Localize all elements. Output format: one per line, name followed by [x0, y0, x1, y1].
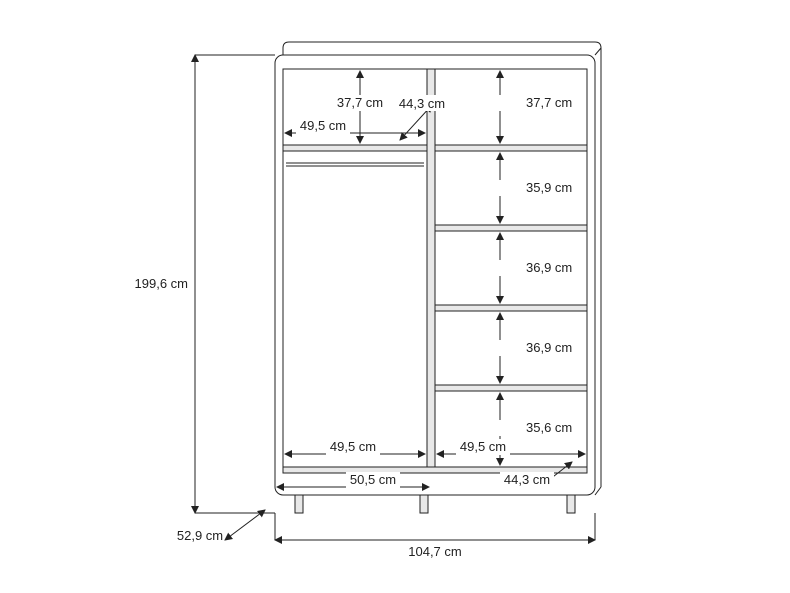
dim-left-iwb-label: 49,5 cm [330, 439, 376, 454]
dim-depth-label: 52,9 cm [177, 528, 223, 543]
dim-left-inner-width-bottom: 49,5 cm [285, 439, 425, 455]
dim-overall-height: 199,6 cm [135, 55, 275, 513]
dim-height-label: 199,6 cm [135, 276, 188, 291]
dim-right-depth-bottom: 44,3 cm [500, 462, 572, 488]
dim-right-shelf-2: 36,9 cm [498, 233, 572, 303]
dim-rs1-label: 35,9 cm [526, 180, 572, 195]
dim-right-top-h-label: 37,7 cm [526, 95, 572, 110]
dim-left-top-h-label: 37,7 cm [337, 95, 383, 110]
dim-right-iwb-label: 49,5 cm [460, 439, 506, 454]
dim-rs4-label: 35,6 cm [526, 420, 572, 435]
dim-right-inner-width-bottom: 49,5 cm [437, 439, 585, 455]
dim-overall-depth: 52,9 cm [177, 510, 265, 543]
dim-right-db-label: 44,3 cm [504, 472, 550, 487]
dim-rs2-label: 36,9 cm [526, 260, 572, 275]
cabinet-body [275, 42, 601, 513]
dim-overall-width: 104,7 cm [275, 513, 595, 559]
dim-left-depth-label: 44,3 cm [399, 96, 445, 111]
dim-left-ob-label: 50,5 cm [350, 472, 396, 487]
dim-width-label: 104,7 cm [408, 544, 461, 559]
dim-right-shelf-3: 36,9 cm [498, 313, 572, 383]
dim-right-top-height: 37,7 cm [498, 71, 572, 143]
dim-left-iw-label: 49,5 cm [300, 118, 346, 133]
dim-rs3-label: 36,9 cm [526, 340, 572, 355]
dim-left-inner-width: 49,5 cm [285, 118, 425, 134]
dim-right-shelf-1: 35,9 cm [498, 153, 572, 223]
dim-left-outer-bottom: 50,5 cm [277, 472, 429, 488]
